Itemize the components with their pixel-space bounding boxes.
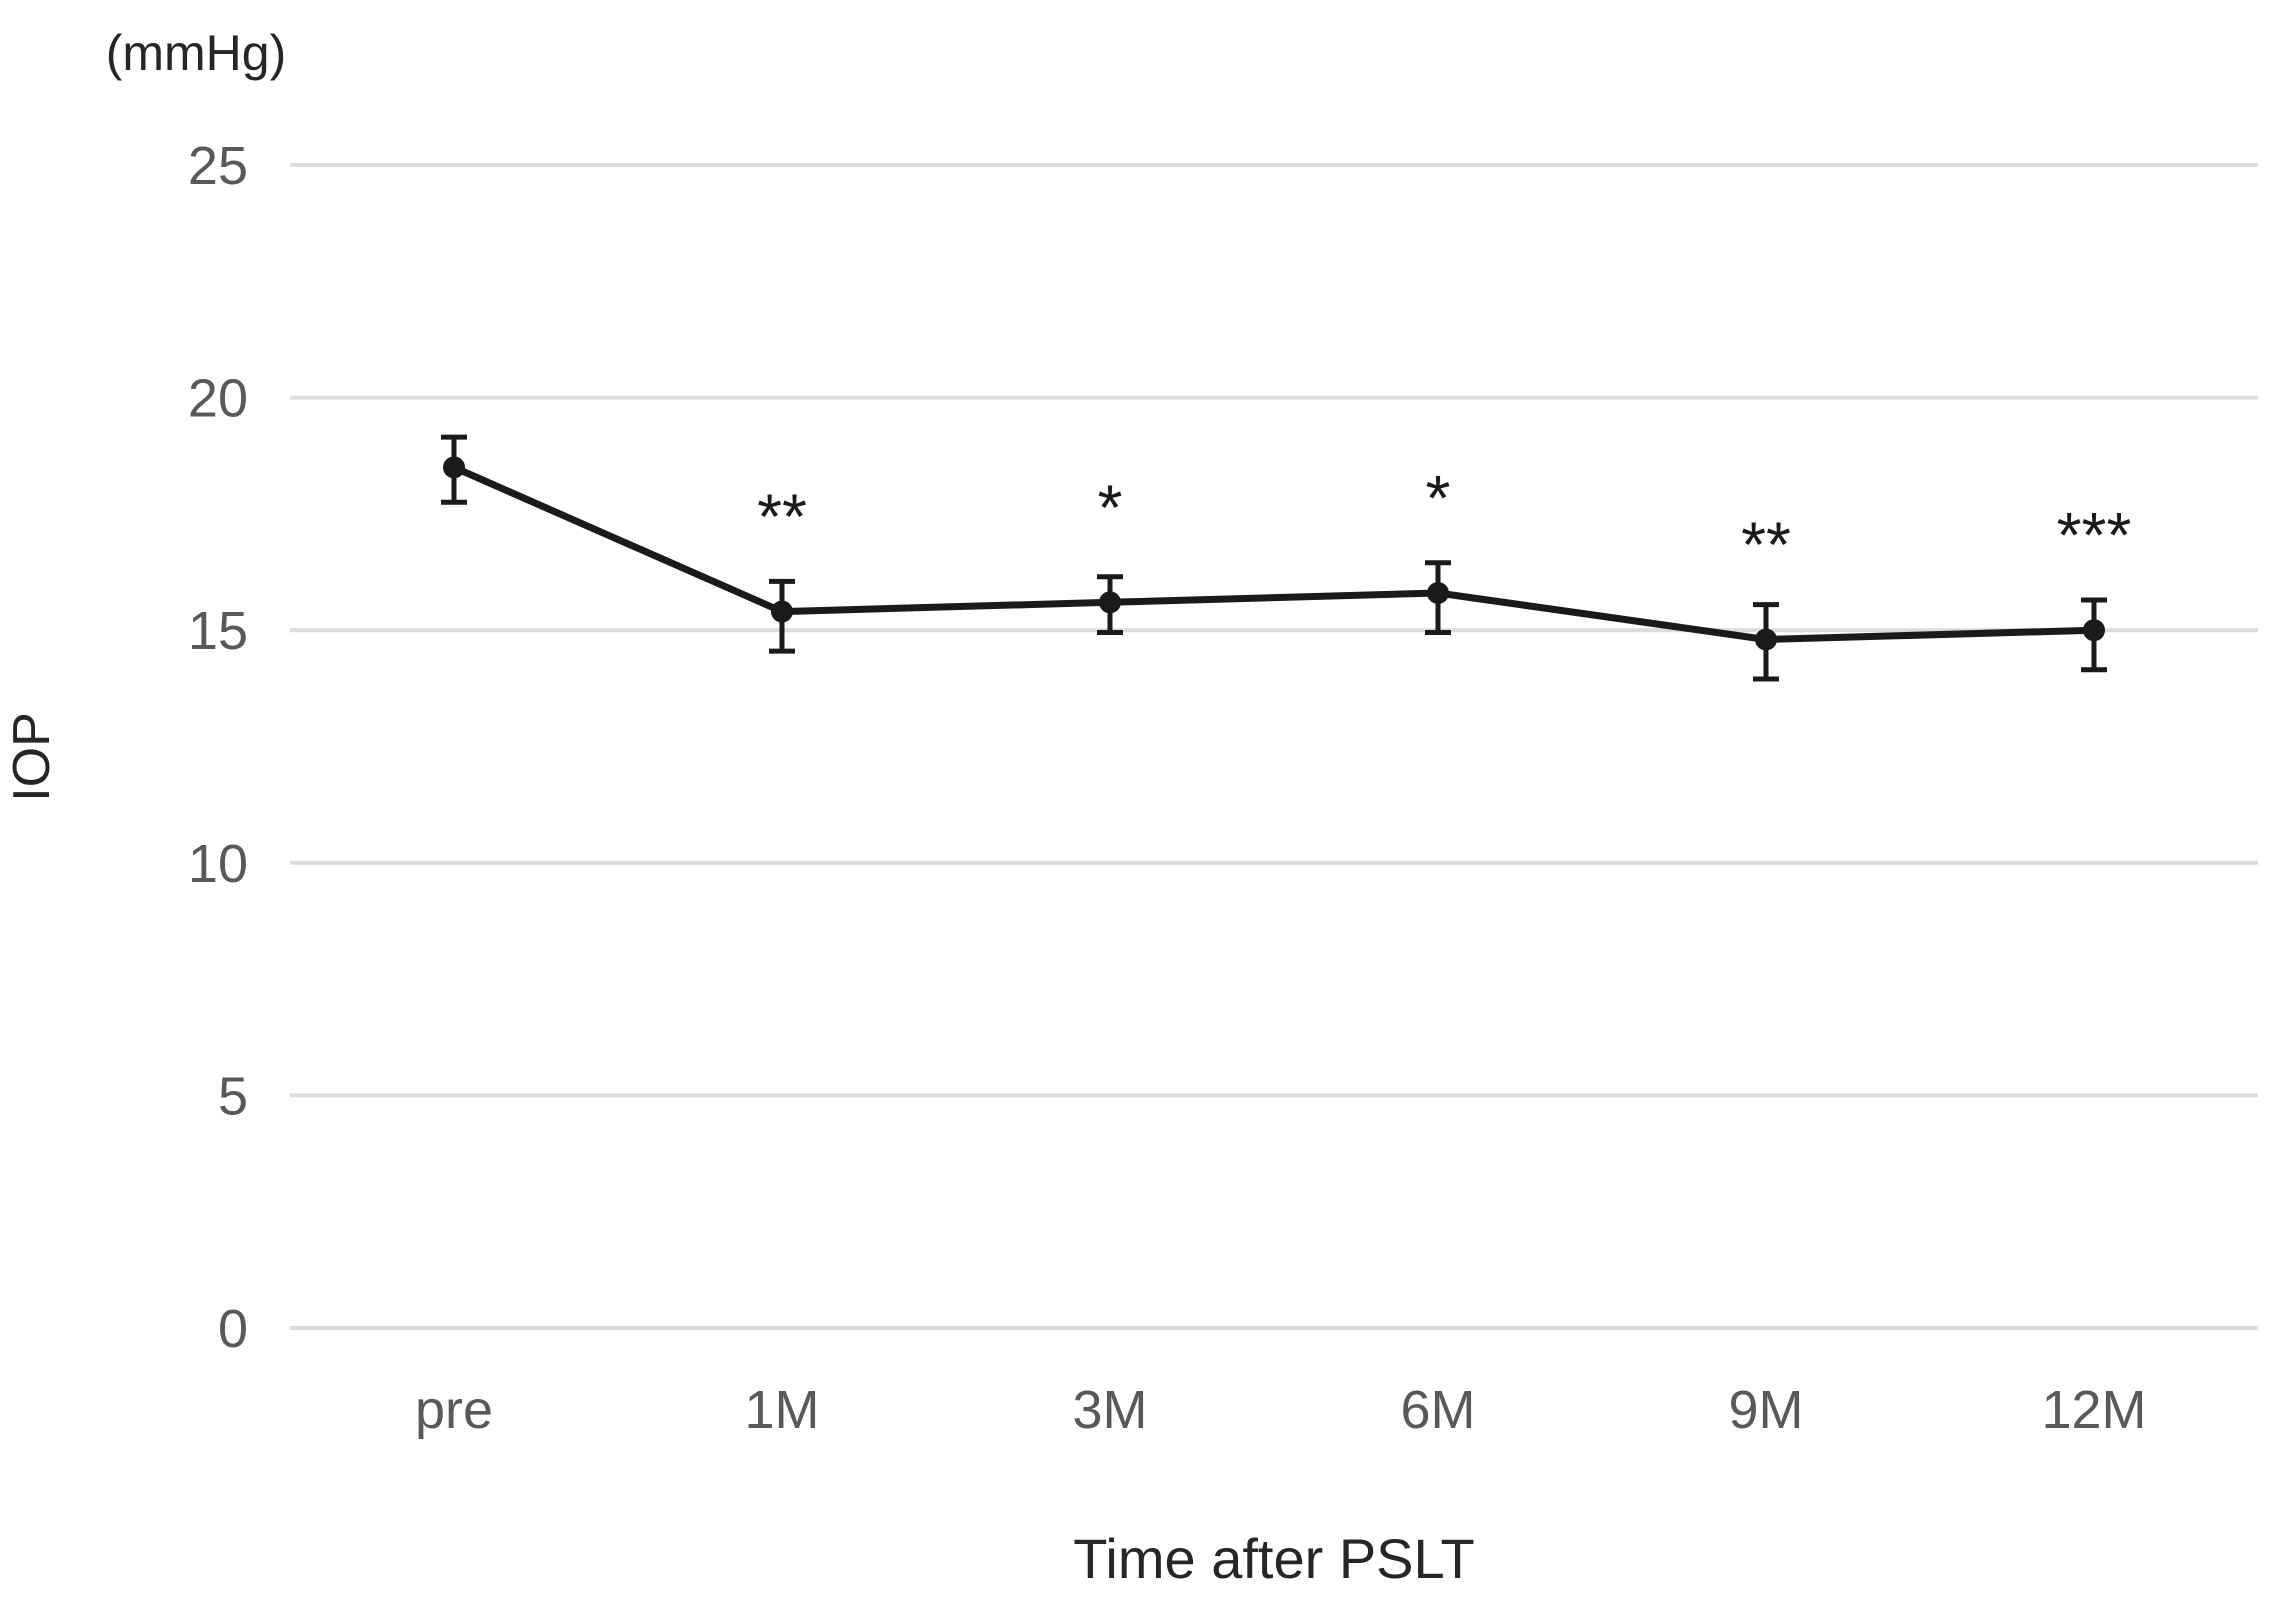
significance-1M: **	[757, 481, 807, 553]
y-axis-title: IOP	[3, 712, 61, 802]
data-point-1M	[771, 600, 793, 623]
x-tick-label-9M: 9M	[1728, 1380, 1803, 1440]
data-point-12M	[2083, 619, 2105, 642]
significance-9M: **	[1741, 509, 1791, 581]
y-tick-label-20: 20	[188, 369, 248, 429]
y-tick-label-0: 0	[218, 1299, 248, 1359]
gridlines	[290, 163, 2258, 1330]
y-tick-label-5: 5	[218, 1066, 248, 1126]
x-tick-labels: pre 1M 3M 6M 9M 12M	[415, 1380, 2147, 1440]
y-tick-labels: 0 5 10 15 20 25	[188, 136, 248, 1359]
y-axis-unit-label: (mmHg)	[106, 25, 287, 81]
x-tick-label-1M: 1M	[744, 1380, 819, 1440]
data-point-6M	[1427, 581, 1449, 604]
x-tick-label-pre: pre	[415, 1380, 493, 1440]
x-tick-label-6M: 6M	[1400, 1380, 1475, 1440]
data-point-pre	[443, 456, 465, 479]
data-point-3M	[1099, 591, 1121, 614]
iop-series	[441, 434, 2107, 682]
x-tick-label-3M: 3M	[1072, 1380, 1147, 1440]
significance-6M: *	[1426, 462, 1451, 534]
iop-line	[452, 464, 2095, 644]
data-point-9M	[1755, 628, 1777, 651]
significance-labels: ** * *** ***	[757, 462, 2131, 581]
x-tick-label-12M: 12M	[2041, 1380, 2146, 1440]
significance-3M: *	[1098, 471, 1123, 543]
y-tick-label-15: 15	[188, 601, 248, 661]
y-tick-label-10: 10	[188, 834, 248, 894]
significance-12M: ***	[2057, 499, 2132, 571]
x-axis-title: Time after PSLT	[1073, 1527, 1474, 1590]
y-tick-label-25: 25	[188, 136, 248, 196]
